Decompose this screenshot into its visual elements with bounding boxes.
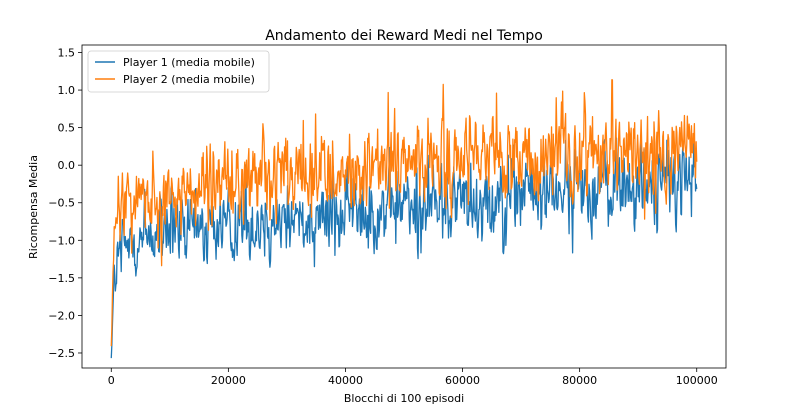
legend-label-player2: Player 2 (media mobile) xyxy=(123,73,255,86)
legend-box xyxy=(87,50,270,93)
x-tick-label: 80000 xyxy=(562,374,597,387)
y-axis-label: Ricompensa Media xyxy=(27,155,40,259)
y-tick-label: −2.0 xyxy=(48,309,75,322)
series-line-player2 xyxy=(110,79,698,347)
plot-frame xyxy=(81,44,727,369)
y-tick-label: 1.5 xyxy=(58,47,76,60)
y-tick-label: −1.5 xyxy=(48,272,75,285)
y-tick-label: 0.5 xyxy=(58,122,76,135)
y-tick-label: −0.5 xyxy=(48,197,75,210)
y-tick-label: −2.5 xyxy=(48,347,75,360)
x-tick-label: 60000 xyxy=(445,374,480,387)
x-tick-label: 40000 xyxy=(328,374,363,387)
ticks: 0 20000 40000 60000 80000 100000 −2.5 −2.0 −1.5 −… xyxy=(48,47,717,387)
chart-title: Andamento dei Reward Medi nel Tempo xyxy=(265,28,543,44)
y-tick-label: −1.0 xyxy=(48,234,75,247)
x-tick-label: 100000 xyxy=(676,374,718,387)
x-tick-label: 0 xyxy=(108,374,115,387)
y-tick-label: 1.0 xyxy=(58,84,76,97)
y-tick-label: 0.0 xyxy=(58,159,76,172)
legend: Player 1 (media mobile) Player 2 (media … xyxy=(87,50,270,93)
x-tick-label: 20000 xyxy=(211,374,246,387)
plot-lines xyxy=(110,79,698,359)
x-axis-label: Blocchi di 100 episodi xyxy=(344,392,464,405)
legend-label-player1: Player 1 (media mobile) xyxy=(123,56,255,69)
